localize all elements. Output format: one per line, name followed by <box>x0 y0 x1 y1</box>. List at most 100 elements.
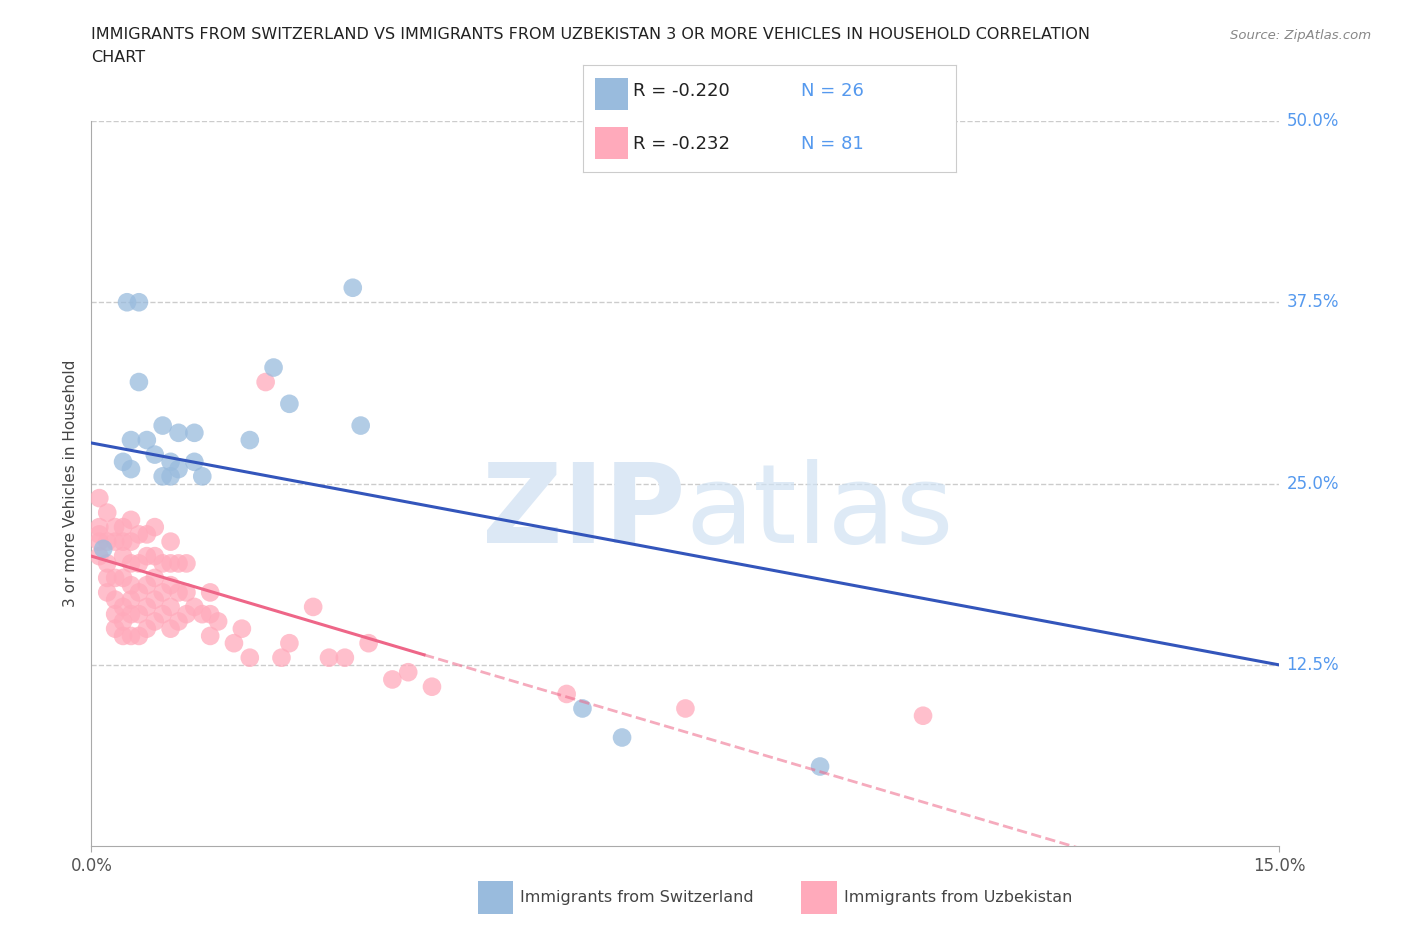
Point <box>278 396 301 411</box>
Point <box>302 600 325 615</box>
Point <box>104 592 127 607</box>
Point <box>128 556 150 571</box>
Point <box>96 534 118 549</box>
Bar <box>595 78 628 110</box>
Point <box>120 534 142 549</box>
Text: 25.0%: 25.0% <box>1286 474 1339 493</box>
Point <box>96 505 118 520</box>
Point <box>91 541 114 556</box>
Point <box>152 556 174 571</box>
Point <box>159 534 181 549</box>
Point <box>143 447 166 462</box>
Point <box>167 556 190 571</box>
Point <box>143 570 166 585</box>
Point <box>191 606 214 621</box>
Text: R = -0.232: R = -0.232 <box>633 135 730 153</box>
Point <box>120 578 142 592</box>
Point <box>112 520 135 535</box>
Point <box>120 629 142 644</box>
Point <box>808 759 831 774</box>
Point <box>263 360 285 375</box>
Point <box>207 614 229 629</box>
Point <box>342 280 364 295</box>
Point <box>135 432 157 447</box>
Text: Immigrants from Uzbekistan: Immigrants from Uzbekistan <box>844 890 1071 905</box>
Point <box>318 650 340 665</box>
Point <box>112 600 135 615</box>
Point <box>104 570 127 585</box>
Point <box>239 650 262 665</box>
Point <box>89 520 111 535</box>
Text: atlas: atlas <box>685 459 953 566</box>
Point <box>333 650 356 665</box>
Point <box>112 629 135 644</box>
Point <box>152 585 174 600</box>
Text: N = 26: N = 26 <box>801 82 865 100</box>
Point <box>152 418 174 433</box>
Point <box>89 491 111 506</box>
Point <box>159 621 181 636</box>
Point <box>254 375 277 390</box>
Text: 50.0%: 50.0% <box>1286 112 1339 130</box>
Point <box>167 461 190 476</box>
Text: Immigrants from Switzerland: Immigrants from Switzerland <box>520 890 754 905</box>
Point <box>135 527 157 542</box>
Point <box>159 578 181 592</box>
Point <box>120 592 142 607</box>
Point <box>555 686 578 701</box>
Point <box>96 556 118 571</box>
Point <box>89 549 111 564</box>
Point <box>222 636 245 651</box>
Point <box>610 730 633 745</box>
Point <box>89 527 111 542</box>
Point <box>159 600 181 615</box>
Point <box>112 534 135 549</box>
Point <box>167 585 190 600</box>
Point <box>167 614 190 629</box>
Point <box>152 606 174 621</box>
Point <box>112 614 135 629</box>
Point <box>176 556 198 571</box>
Point <box>159 455 181 470</box>
Text: 12.5%: 12.5% <box>1286 656 1339 674</box>
Point <box>270 650 292 665</box>
Point <box>104 534 127 549</box>
Point <box>128 295 150 310</box>
Point <box>143 592 166 607</box>
Point <box>420 679 443 694</box>
Point <box>120 556 142 571</box>
Point <box>128 585 150 600</box>
Point <box>278 636 301 651</box>
Bar <box>595 127 628 159</box>
Text: CHART: CHART <box>91 50 145 65</box>
Point <box>128 606 150 621</box>
Point <box>128 629 150 644</box>
Point <box>143 549 166 564</box>
Point <box>200 585 222 600</box>
Point <box>120 606 142 621</box>
Point <box>231 621 253 636</box>
Point <box>128 527 150 542</box>
Text: IMMIGRANTS FROM SWITZERLAND VS IMMIGRANTS FROM UZBEKISTAN 3 OR MORE VEHICLES IN : IMMIGRANTS FROM SWITZERLAND VS IMMIGRANT… <box>91 27 1091 42</box>
Point <box>200 606 222 621</box>
Point <box>96 585 118 600</box>
Point <box>381 672 404 687</box>
Point <box>176 585 198 600</box>
Point <box>104 606 127 621</box>
Point <box>673 701 696 716</box>
Point <box>89 534 111 549</box>
Point <box>183 455 205 470</box>
Y-axis label: 3 or more Vehicles in Household: 3 or more Vehicles in Household <box>63 360 79 607</box>
Point <box>571 701 593 716</box>
Point <box>112 455 135 470</box>
Point <box>183 425 205 440</box>
Point <box>96 570 118 585</box>
Point <box>143 614 166 629</box>
Point <box>167 425 190 440</box>
Point <box>120 512 142 527</box>
Point <box>115 295 138 310</box>
Point <box>396 665 419 680</box>
Point <box>135 621 157 636</box>
Point <box>112 570 135 585</box>
Text: ZIP: ZIP <box>482 459 685 566</box>
